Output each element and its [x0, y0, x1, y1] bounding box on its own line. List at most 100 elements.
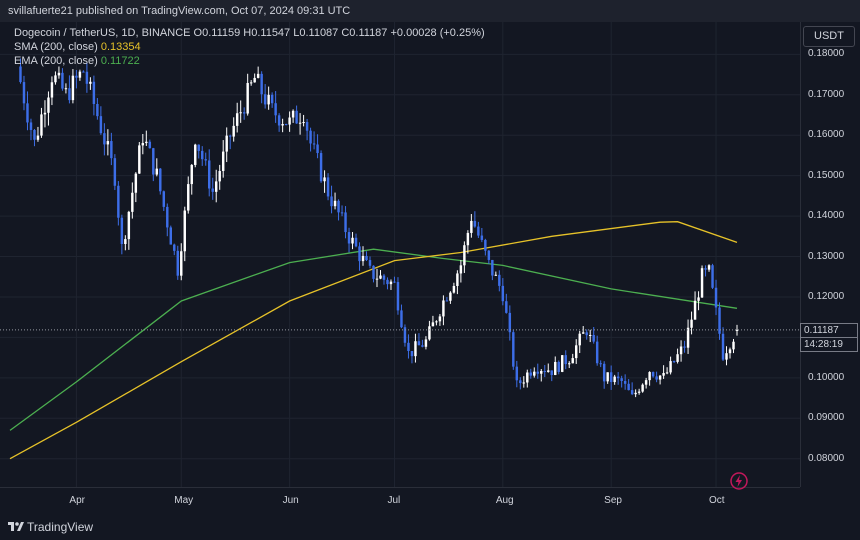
last-price-label: 0.11187	[800, 322, 858, 338]
candle-down	[487, 250, 491, 260]
candle-up	[442, 300, 445, 317]
time-tick-label: Oct	[709, 495, 725, 506]
candle-up	[470, 220, 473, 233]
candle-down	[211, 188, 214, 192]
candle-up	[676, 354, 679, 362]
candle-down	[393, 281, 396, 283]
candle-up	[662, 373, 665, 376]
time-tick-label: Apr	[69, 495, 85, 506]
candle-up	[669, 361, 672, 373]
candle-down	[152, 148, 155, 175]
candle-up	[36, 135, 40, 140]
candle-down	[365, 255, 368, 261]
candle-up	[466, 232, 470, 246]
candle-up	[554, 361, 557, 376]
candle-up	[239, 112, 242, 114]
candle-down	[113, 158, 117, 186]
candle-up	[375, 278, 379, 280]
candle-up	[225, 135, 228, 152]
price-tick-label: 0.15000	[808, 169, 845, 181]
candle-down	[319, 153, 323, 182]
candle-up	[578, 333, 581, 346]
candle-down	[312, 143, 316, 145]
ema-200-line	[9, 248, 738, 431]
candle-up	[291, 110, 295, 118]
candle-up	[71, 75, 75, 101]
candle-up	[50, 82, 54, 98]
bar-countdown-label: 14:28:19	[800, 336, 858, 352]
candle-up	[438, 316, 442, 322]
candle-down	[295, 110, 298, 124]
candle-up	[221, 151, 225, 171]
candle-down	[400, 310, 403, 328]
candle-up	[281, 124, 284, 126]
candle-down	[166, 206, 169, 228]
candle-up	[389, 281, 393, 285]
candle-down	[337, 200, 340, 213]
candle-up	[54, 75, 57, 83]
candle-up	[581, 332, 585, 334]
candle-down	[714, 287, 718, 308]
candle-down	[162, 191, 166, 207]
candle-up	[218, 170, 221, 182]
grid-lines	[0, 22, 800, 487]
candle-up	[155, 168, 159, 175]
symbol-ohlc-line: Dogecoin / TetherUS, 1D, BINANCE O0.1115…	[14, 27, 485, 39]
candle-up	[57, 72, 61, 76]
price-tick-label: 0.12000	[808, 290, 845, 302]
candle-up	[522, 382, 526, 384]
candle-down	[368, 260, 372, 266]
flash-icon[interactable]	[729, 471, 749, 491]
price-tick-label: 0.13000	[808, 250, 845, 262]
candle-down	[602, 363, 606, 382]
candle-up	[725, 353, 728, 360]
time-axis[interactable]: Apr May Jun Jul Aug Sep Oct	[0, 487, 800, 510]
price-chart-svg[interactable]	[0, 22, 800, 487]
ema-legend[interactable]: EMA (200, close) 0.11722	[14, 55, 485, 69]
price-tick-label: 0.17000	[808, 88, 845, 100]
candle-down	[159, 168, 162, 192]
candle-down	[498, 274, 501, 286]
candle-down	[228, 135, 232, 137]
candle-down	[99, 116, 103, 134]
time-tick-label: Aug	[495, 495, 514, 506]
candle-up	[288, 117, 291, 125]
chart-pane[interactable]	[0, 22, 800, 487]
candle-down	[473, 220, 477, 227]
candle-down	[173, 244, 176, 251]
sma-legend[interactable]: SMA (200, close) 0.13354	[14, 41, 485, 55]
candle-up	[333, 200, 337, 207]
tradingview-brand[interactable]: TradingView	[27, 520, 94, 534]
candle-down	[372, 265, 375, 279]
candle-down	[19, 66, 22, 83]
currency-button[interactable]: USDT	[803, 26, 855, 47]
candle-down	[358, 246, 361, 262]
candle-down	[543, 370, 546, 372]
candle-up	[256, 73, 260, 78]
candle-up	[637, 391, 641, 393]
candle-up	[693, 300, 697, 320]
candle-down	[309, 130, 312, 144]
candle-up	[298, 122, 302, 124]
tradingview-logo-icon[interactable]	[8, 520, 24, 532]
candle-up	[690, 319, 693, 328]
candle-up	[735, 329, 739, 331]
sma-200-line	[9, 221, 738, 460]
candle-down	[284, 124, 288, 126]
candle-down	[33, 129, 36, 140]
candle-down	[208, 160, 211, 189]
candle-up	[463, 245, 466, 266]
candle-up	[127, 211, 131, 240]
candle-up	[665, 372, 669, 374]
candle-up	[267, 94, 270, 105]
sma-legend-value: 0.13354	[100, 41, 141, 53]
candle-up	[187, 184, 190, 211]
candle-up	[43, 112, 47, 115]
candle-up	[180, 251, 183, 276]
price-axis[interactable]: 0.18000 0.17000 0.16000 0.15000 0.14000 0.130…	[800, 22, 860, 487]
candle-down	[344, 212, 347, 233]
candle-up	[459, 265, 463, 274]
candle-up	[732, 341, 735, 350]
candle-up	[138, 145, 141, 174]
candle-down	[117, 185, 120, 218]
